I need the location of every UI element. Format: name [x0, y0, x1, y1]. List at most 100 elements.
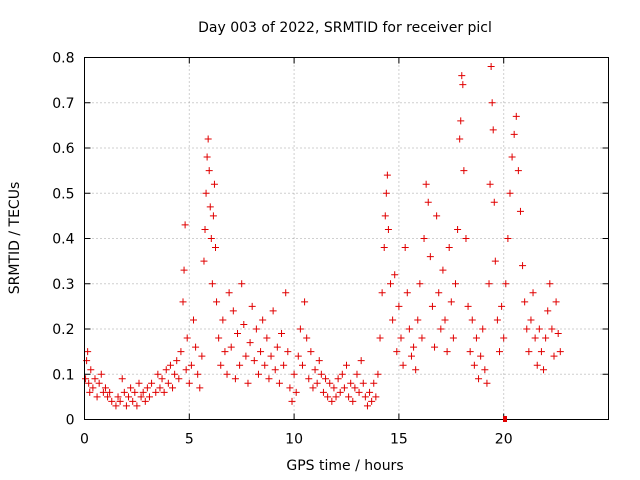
data-point — [349, 397, 357, 405]
data-point — [271, 366, 279, 374]
data-point — [307, 348, 315, 356]
data-point — [122, 402, 130, 410]
data-point — [292, 388, 300, 396]
y-tick-label: 0 — [66, 413, 75, 429]
data-point — [82, 375, 90, 383]
data-point — [317, 370, 325, 378]
data-point — [449, 334, 457, 342]
data-point — [179, 298, 187, 306]
data-point — [363, 402, 371, 410]
data-point — [133, 402, 141, 410]
data-point — [89, 384, 97, 392]
data-point — [523, 325, 531, 333]
data-point — [416, 280, 424, 288]
data-point — [332, 393, 340, 401]
data-point — [324, 393, 332, 401]
data-point — [282, 289, 290, 297]
data-point — [206, 203, 214, 211]
data-point — [99, 388, 107, 396]
data-point — [382, 189, 390, 197]
data-point — [203, 153, 211, 161]
data-point — [286, 384, 294, 392]
data-point — [491, 257, 499, 265]
data-point — [366, 388, 374, 396]
data-point — [357, 357, 365, 365]
data-point — [305, 375, 313, 383]
y-tick-label: 0.5 — [52, 186, 74, 202]
chart-title: Day 003 of 2022, SRMTID for receiver pic… — [198, 20, 492, 36]
data-point — [322, 375, 330, 383]
y-axis-label: SRMTID / TECUs — [7, 182, 23, 295]
data-point — [472, 334, 480, 342]
data-point — [426, 253, 434, 261]
data-point — [361, 393, 369, 401]
data-point — [219, 316, 227, 324]
data-point — [303, 334, 311, 342]
data-point — [229, 307, 237, 315]
data-point — [529, 289, 537, 297]
data-point — [355, 388, 363, 396]
data-point — [504, 235, 512, 242]
data-point — [273, 343, 281, 351]
data-point — [330, 384, 338, 392]
data-point — [441, 316, 449, 324]
x-tick-label: 10 — [285, 432, 303, 448]
data-point — [118, 375, 126, 383]
x-tick-label: 0 — [80, 432, 89, 448]
data-point — [112, 402, 120, 410]
y-tick-label: 0.7 — [52, 96, 74, 112]
data-point — [120, 388, 128, 396]
data-point — [200, 257, 208, 265]
data-point — [240, 320, 248, 328]
data-point — [278, 330, 286, 338]
data-point — [315, 357, 323, 365]
y-tick-label: 0.1 — [52, 367, 74, 383]
data-point — [148, 379, 156, 387]
data-point — [154, 370, 162, 378]
data-point — [380, 244, 388, 252]
data-point — [131, 388, 139, 396]
y-tick-label: 0.3 — [52, 277, 74, 293]
data-point — [135, 379, 143, 387]
data-point — [301, 298, 309, 306]
data-point — [424, 198, 432, 206]
data-point — [546, 280, 554, 288]
data-point — [391, 271, 399, 279]
data-point — [418, 334, 426, 342]
data-point — [261, 361, 269, 369]
data-point — [479, 325, 487, 333]
data-point — [556, 348, 564, 356]
data-point — [431, 343, 439, 351]
data-point — [162, 366, 170, 374]
data-point — [202, 189, 210, 197]
data-point — [485, 280, 493, 288]
data-point — [458, 72, 466, 80]
data-point — [246, 339, 254, 347]
data-point — [173, 357, 181, 365]
data-point — [487, 63, 495, 71]
data-point — [205, 167, 213, 175]
data-point — [481, 366, 489, 374]
data-point — [313, 379, 321, 387]
data-point — [326, 379, 334, 387]
data-point — [87, 366, 95, 374]
data-point — [252, 325, 260, 333]
data-point — [414, 316, 422, 324]
data-point — [399, 361, 407, 369]
data-point — [345, 393, 353, 401]
data-point — [93, 393, 101, 401]
data-point — [407, 352, 415, 360]
data-point — [464, 302, 472, 310]
data-point — [129, 397, 137, 405]
data-point — [158, 375, 166, 383]
data-point — [496, 348, 504, 356]
data-point — [209, 212, 217, 220]
time-marker — [503, 416, 507, 422]
data-point — [359, 379, 367, 387]
data-point — [462, 235, 470, 242]
data-point — [198, 352, 206, 360]
data-point — [319, 388, 327, 396]
data-point — [401, 244, 409, 252]
data-point — [376, 334, 384, 342]
